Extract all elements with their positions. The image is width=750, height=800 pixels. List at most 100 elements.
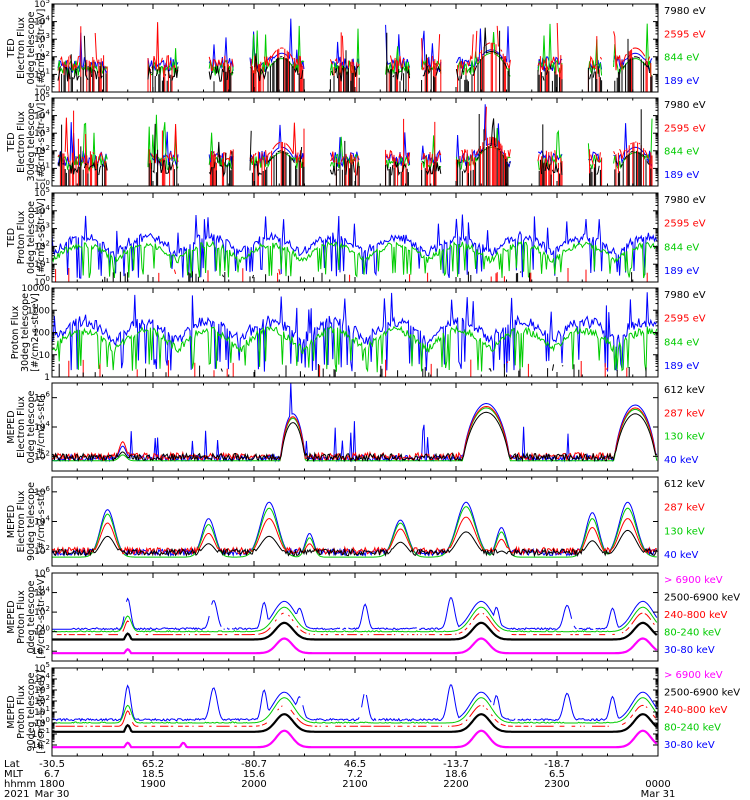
series-7980-ev-trace [57, 27, 653, 92]
legend-entry: 7980 eV [664, 290, 706, 301]
panel-3-traces [52, 214, 658, 282]
legend-entry: 287 keV [664, 503, 705, 514]
series-844-ev-trace [57, 114, 653, 172]
x-axis-value: 65.2 [142, 759, 164, 770]
legend-entry: > 6900 keV [664, 670, 723, 681]
legend-entry: 612 keV [664, 385, 705, 396]
x-axis-value: 2100 [342, 779, 367, 790]
legend-entry: 30-80 keV [664, 645, 715, 656]
x-axis-row-label: hhmm [4, 779, 36, 790]
series-844-ev-trace [52, 240, 658, 280]
x-axis-value: 1800 [39, 779, 64, 790]
legend-entry: 130 keV [664, 432, 705, 443]
x-axis-row-label: 2021 [4, 789, 29, 800]
legend-entry: 30-80 keV [664, 740, 715, 751]
legend-entry: 287 keV [664, 408, 705, 419]
series-80-240-kev-trace [52, 697, 658, 724]
series-844-ev-trace [52, 324, 658, 373]
x-axis-value: 6.5 [549, 769, 565, 780]
y-axis-label-line: TED [6, 132, 17, 152]
y-axis-label-line: TED [6, 228, 17, 248]
y-axis-label-line: Proton Flux [16, 590, 27, 644]
series-287-kev-trace [52, 516, 657, 556]
legend-entry: 844 eV [664, 242, 699, 253]
y-tick-label: 1000 [27, 306, 50, 316]
y-tick-label: 1 [44, 373, 50, 383]
y-axis-label-line: 0deg telescope [26, 390, 37, 463]
legend-entry: 2595 eV [664, 219, 706, 230]
panel-2-traces [58, 104, 652, 186]
y-axis-label-line: Proton Flux [16, 210, 27, 264]
panel-8-traces [52, 684, 658, 749]
panel-frame [51, 667, 659, 757]
series-189-ev-trace [52, 214, 658, 279]
panel-4: 1 10 100 1000 10000 Proton Flux 30deg telescop… [10, 284, 706, 383]
legend-entry: 844 eV [664, 53, 699, 64]
legend-entry: 844 eV [664, 337, 699, 348]
y-tick-label: 10000 [21, 284, 50, 294]
legend-entry: 2595 eV [664, 29, 706, 40]
x-axis-value: 6.7 [44, 769, 60, 780]
x-axis-value: 46.5 [344, 759, 366, 770]
panel-frame [51, 97, 659, 187]
y-tick-label: 100 [33, 329, 50, 339]
series-7980-ev-trace [58, 363, 647, 377]
series-189-ev-trace [52, 292, 658, 373]
legend-entry: 2500-6900 keV [664, 593, 740, 604]
y-axis-label-line: [#/cm2-s-str-eV] [36, 198, 47, 277]
legend-entry: 844 eV [664, 147, 699, 158]
series-30-80-kev-trace [52, 597, 658, 631]
series-2500-6900-kev-trace [52, 713, 658, 733]
legend-entry: 7980 eV [664, 100, 706, 111]
y-axis-label-line: Electron Flux [16, 396, 27, 458]
x-axis-value: 15.6 [243, 769, 265, 780]
y-axis-label-line: [#/cm2-s-str-keV] [36, 670, 47, 754]
y-axis-label-line: MEPED [6, 695, 17, 728]
y-axis-label-line: [#/cm2-s-str-eV] [30, 293, 41, 372]
y-tick-label: 105 [34, 0, 50, 10]
y-tick-label: 10 [39, 351, 51, 361]
x-axis-value: -80.7 [241, 759, 267, 770]
panel-6-traces [52, 501, 658, 558]
legend-entry: 40 keV [664, 455, 698, 466]
y-axis-label-line: 30deg telescope [20, 293, 31, 372]
x-axis-value: 2000 [241, 779, 266, 790]
legend-entry: 130 keV [664, 526, 705, 537]
panel-5-traces [52, 383, 658, 463]
y-axis-label-line: MEPED [6, 600, 17, 633]
y-axis-label-line: Electron Flux [16, 490, 27, 552]
series-287-kev-trace [52, 405, 658, 462]
legend-entry: 7980 eV [664, 6, 706, 17]
y-axis-label-line: [#/cm2-s-str-eV] [36, 9, 47, 88]
y-axis-label-line: 30deg telescope [26, 102, 37, 181]
x-axis-value: 18.5 [142, 769, 164, 780]
x-axis-value: 1900 [140, 779, 165, 790]
series-80-240-kev-trace [52, 606, 658, 633]
x-axis-value: -18.7 [544, 759, 570, 770]
x-axis-value: -30.5 [39, 759, 65, 770]
y-axis-label-line: [#/cm2-s-str-eV] [36, 103, 47, 182]
legend-entry: 80-240 keV [664, 628, 721, 639]
series-2595-ev-trace [59, 22, 652, 92]
legend-entry: 40 keV [664, 550, 698, 561]
x-axis-value: 18.6 [445, 769, 467, 780]
legend-entry: 240-800 keV [664, 705, 728, 716]
legend-entry: 7980 eV [664, 195, 706, 206]
x-axis-value: 2200 [443, 779, 468, 790]
y-axis-label-line: 90deg telescope [26, 482, 37, 561]
series-40-kev-trace [52, 501, 657, 557]
y-axis-label-line: MEPED [6, 505, 17, 538]
legend-entry: 189 eV [664, 76, 699, 87]
legend-entry: 189 eV [664, 361, 699, 372]
legend-entry: 612 keV [664, 479, 705, 490]
y-axis-label-line: [#/cm2-s-str-keV] [36, 575, 47, 659]
y-axis-label-line: 0deg telescope [26, 11, 37, 84]
x-axis-value: 7.2 [347, 769, 363, 780]
x-axis-value: 2300 [544, 779, 569, 790]
x-axis-row-label: Lat [4, 759, 20, 770]
legend-entry: 2595 eV [664, 123, 706, 134]
